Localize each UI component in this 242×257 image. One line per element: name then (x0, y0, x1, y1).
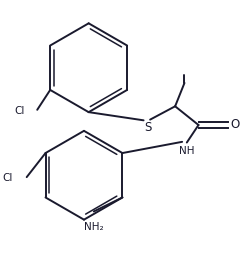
Text: Cl: Cl (14, 106, 24, 116)
Text: NH₂: NH₂ (83, 222, 103, 232)
Text: Cl: Cl (2, 173, 13, 182)
Text: S: S (145, 122, 152, 134)
Text: NH: NH (179, 145, 195, 155)
Text: O: O (231, 118, 240, 131)
